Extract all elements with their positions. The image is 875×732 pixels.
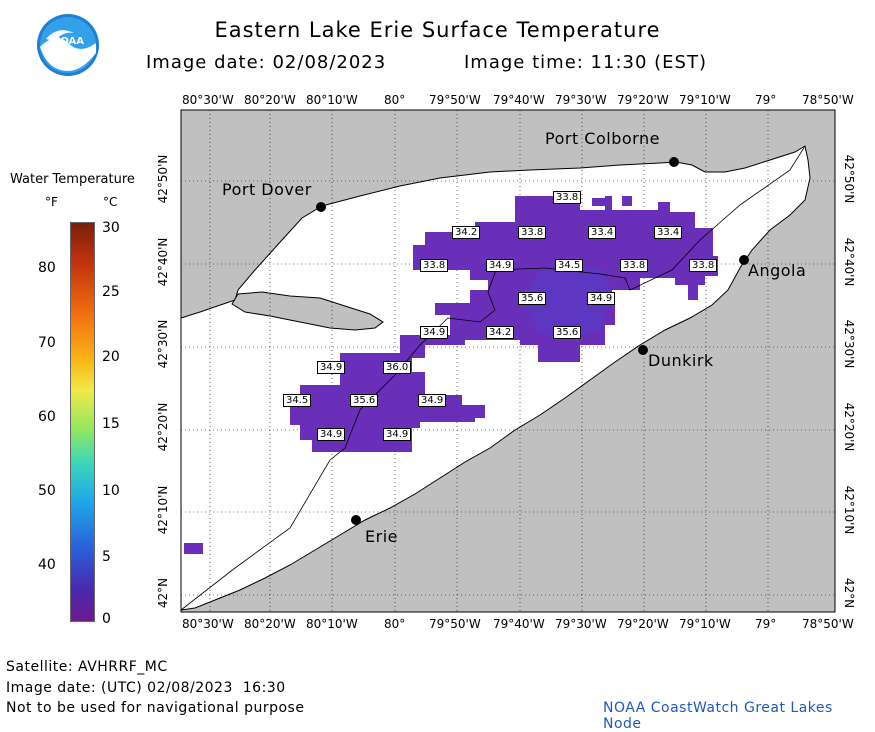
city-dot-port-dover [316,202,326,212]
legend-c-tick: 30 [102,220,120,236]
lon-label: 79°20'W [617,617,669,631]
lon-label: 80°30'W [182,93,234,107]
legend-f-tick: 60 [38,409,56,425]
temp-label: 34.9 [317,428,346,441]
lon-label: 79°10'W [679,617,731,631]
lon-label: 78°50'W [802,93,854,107]
temp-label: 34.2 [452,226,481,239]
city-dot-port-colborne [669,157,679,167]
satellite-info: Satellite: AVHRRF_MC [6,659,168,675]
legend-colorbar [70,222,95,622]
temp-label: 34.9 [420,326,449,339]
lon-label: 79°20'W [617,93,669,107]
lon-label: 80°30'W [182,617,234,631]
legend-f-tick: 80 [38,260,56,276]
place-angola: Angola [748,261,807,280]
graticule [181,110,835,612]
lon-label: 80°20'W [244,93,296,107]
legend-f-tick: 70 [38,335,56,351]
city-dot-dunkirk [638,345,648,355]
temp-label: 35.6 [518,292,547,305]
image-time: Image time: 11:30 (EST) [464,52,707,73]
noaa-logo: NOAA [36,13,100,77]
temp-label: 33.8 [620,259,649,272]
utc-date: Image date: (UTC) 02/08/2023 16:30 [6,680,286,696]
lon-label: 80°10'W [306,93,358,107]
city-dot-erie [351,515,361,525]
credit-text: NOAA CoastWatch Great Lakes Node [603,700,833,732]
patch-speck [592,198,606,206]
lon-label: 80°10'W [306,617,358,631]
temp-label: 33.4 [588,226,617,239]
lon-label: 79°50'W [429,617,481,631]
lon-label: 79° [755,617,777,631]
legend-c-tick: 5 [102,549,111,565]
lon-label: 80° [384,617,406,631]
temp-label: 35.6 [553,326,582,339]
legend-c-tick: 25 [102,284,120,300]
place-port-colborne: Port Colborne [545,129,660,148]
legend-unit-c: °C [103,195,118,209]
lon-label: 79°40'W [493,93,545,107]
temp-label: 33.8 [553,191,582,204]
legend-c-tick: 15 [102,416,120,432]
image-date: Image date: 02/08/2023 [146,52,387,73]
long-point-peninsula [231,291,384,331]
temp-label: 33.8 [518,226,547,239]
temp-label: 34.9 [317,361,346,374]
svg-text:NOAA: NOAA [52,36,84,47]
lon-label: 79°30'W [555,93,607,107]
warmest-water-core [522,268,612,340]
lon-label: 78°50'W [802,617,854,631]
legend-title: Water Temperature [10,172,135,187]
lon-label: 79°10'W [679,93,731,107]
temp-label: 34.9 [486,259,515,272]
lon-label: 79°40'W [493,617,545,631]
legend-c-tick: 0 [102,611,111,627]
legend-c-tick: 10 [102,483,120,499]
legend-f-tick: 40 [38,557,56,573]
patch-south [290,335,485,452]
temp-label: 36.0 [383,361,412,374]
temp-label: 33.4 [654,226,683,239]
temp-label: 34.5 [283,394,312,407]
patch-speck [184,543,203,554]
legend-f-tick: 50 [38,483,56,499]
lon-label: 80° [384,93,406,107]
place-dunkirk: Dunkirk [648,351,714,370]
page-title: Eastern Lake Erie Surface Temperature [214,18,661,42]
place-port-dover: Port Dover [222,180,312,199]
patch-speck [622,196,632,206]
temp-label: 34.5 [555,259,584,272]
temp-label: 33.8 [689,259,718,272]
temp-label: 34.9 [587,292,616,305]
city-markers [316,157,749,525]
legend-c-tick: 20 [102,349,120,365]
lon-label: 79°50'W [429,93,481,107]
temp-label: 35.6 [350,394,379,407]
lon-label: 79°30'W [555,617,607,631]
lon-label: 79° [755,93,777,107]
temp-label: 33.8 [420,259,449,272]
temp-label: 34.9 [383,428,412,441]
international-border [180,145,806,611]
lon-label: 80°20'W [244,617,296,631]
legend-unit-f: °F [45,195,58,209]
temp-label: 34.2 [486,326,515,339]
temp-label: 34.9 [418,394,447,407]
disclaimer: Not to be used for navigational purpose [6,700,305,716]
place-erie: Erie [365,527,398,546]
city-dot-angola [739,255,749,265]
